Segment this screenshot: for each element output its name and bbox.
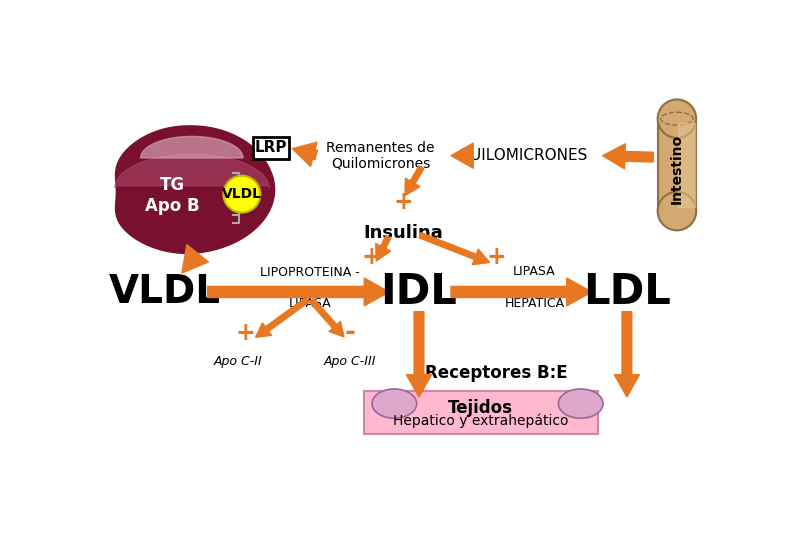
Polygon shape [115,154,269,188]
Text: TG
Apo B: TG Apo B [145,176,200,215]
Text: Remanentes de
Quilomicrones: Remanentes de Quilomicrones [326,140,435,171]
Text: LRP: LRP [255,140,288,156]
Text: +: + [361,245,382,269]
Text: Apo C-II: Apo C-II [214,355,262,368]
Ellipse shape [372,389,416,418]
Text: Tejidos: Tejidos [448,399,513,417]
Text: Receptores B:E: Receptores B:E [424,364,567,382]
Text: LDL: LDL [583,271,671,313]
Text: LIPOPROTEINA -: LIPOPROTEINA - [260,266,360,279]
Text: Insulina: Insulina [364,224,443,242]
Text: -: - [344,320,355,346]
Text: Intestino: Intestino [670,134,684,204]
Text: VLDL: VLDL [109,273,221,311]
Text: HEPATICA: HEPATICA [505,297,565,310]
Text: QUILOMICRONES: QUILOMICRONES [458,148,587,163]
Text: VLDL: VLDL [222,187,262,201]
Polygon shape [679,123,695,207]
Ellipse shape [658,192,696,231]
Text: LIPASA: LIPASA [288,297,331,310]
Text: LIPASA: LIPASA [514,265,556,278]
Text: Apo C-III: Apo C-III [323,355,376,368]
FancyBboxPatch shape [254,137,289,159]
Text: +: + [486,245,506,269]
Text: +: + [236,321,256,345]
Text: Hepatico y extrahepático: Hepatico y extrahepático [393,413,569,428]
Polygon shape [116,126,275,253]
Text: IDL: IDL [381,271,458,313]
Circle shape [224,176,260,213]
Ellipse shape [558,389,603,418]
Text: +: + [394,190,413,214]
Polygon shape [141,137,243,158]
FancyBboxPatch shape [364,392,598,434]
FancyBboxPatch shape [658,119,696,211]
Ellipse shape [658,99,696,138]
